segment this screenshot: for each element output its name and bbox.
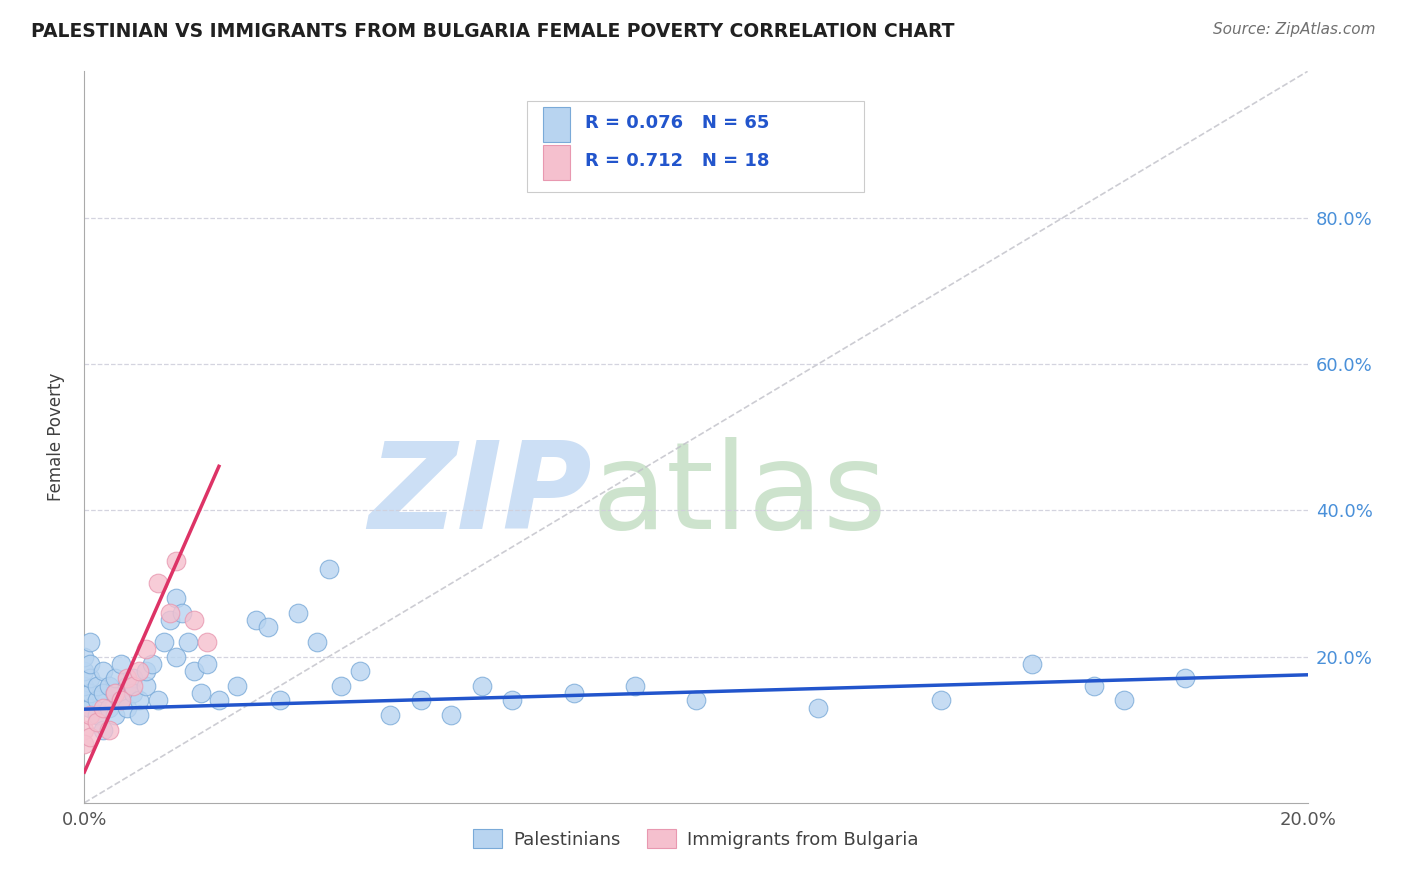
Point xyxy=(226,679,249,693)
Point xyxy=(73,693,96,707)
Point xyxy=(1174,672,1197,686)
Point xyxy=(91,664,114,678)
Point xyxy=(110,657,132,671)
Point xyxy=(349,664,371,678)
Point xyxy=(91,700,114,714)
Point xyxy=(86,679,108,693)
Point xyxy=(128,693,150,707)
Legend: Palestinians, Immigrants from Bulgaria: Palestinians, Immigrants from Bulgaria xyxy=(465,822,927,856)
Point xyxy=(79,730,101,744)
Text: atlas: atlas xyxy=(592,437,887,554)
Point xyxy=(73,679,96,693)
Point xyxy=(104,686,127,700)
Point xyxy=(97,700,120,714)
Point xyxy=(122,672,145,686)
Point xyxy=(318,562,340,576)
Text: PALESTINIAN VS IMMIGRANTS FROM BULGARIA FEMALE POVERTY CORRELATION CHART: PALESTINIAN VS IMMIGRANTS FROM BULGARIA … xyxy=(31,22,955,41)
Point xyxy=(177,635,200,649)
Point xyxy=(97,723,120,737)
Point xyxy=(624,679,647,693)
FancyBboxPatch shape xyxy=(527,101,863,192)
Point xyxy=(79,686,101,700)
Point xyxy=(195,635,218,649)
Point xyxy=(97,679,120,693)
Point xyxy=(471,679,494,693)
Point xyxy=(257,620,280,634)
Point xyxy=(380,708,402,723)
Point xyxy=(562,686,585,700)
Point xyxy=(73,737,96,751)
Point xyxy=(153,635,176,649)
Point xyxy=(165,591,187,605)
Point xyxy=(73,649,96,664)
Text: ZIP: ZIP xyxy=(368,437,592,554)
Point xyxy=(165,554,187,568)
Point xyxy=(183,664,205,678)
Point xyxy=(79,635,101,649)
Point xyxy=(269,693,291,707)
Point xyxy=(110,693,132,707)
Point xyxy=(440,708,463,723)
Point xyxy=(172,606,194,620)
Point xyxy=(807,700,830,714)
Point xyxy=(86,715,108,730)
Text: Source: ZipAtlas.com: Source: ZipAtlas.com xyxy=(1212,22,1375,37)
Point xyxy=(104,686,127,700)
Point xyxy=(502,693,524,707)
Point xyxy=(115,672,138,686)
Point xyxy=(929,693,952,707)
Point xyxy=(135,679,157,693)
Point xyxy=(122,679,145,693)
Point xyxy=(165,649,187,664)
Point xyxy=(110,693,132,707)
Point xyxy=(91,723,114,737)
FancyBboxPatch shape xyxy=(543,107,569,143)
Point xyxy=(104,672,127,686)
Point xyxy=(195,657,218,671)
Point xyxy=(86,693,108,707)
Point xyxy=(1021,657,1043,671)
Point xyxy=(1114,693,1136,707)
Point xyxy=(135,664,157,678)
Point xyxy=(141,657,163,671)
Point xyxy=(79,672,101,686)
Point xyxy=(208,693,231,707)
Point xyxy=(91,686,114,700)
Point xyxy=(305,635,328,649)
Point xyxy=(122,686,145,700)
Point xyxy=(245,613,267,627)
Point xyxy=(79,657,101,671)
Point xyxy=(73,664,96,678)
Point xyxy=(115,679,138,693)
Point xyxy=(86,708,108,723)
Point xyxy=(128,664,150,678)
Point xyxy=(146,693,169,707)
Text: R = 0.712   N = 18: R = 0.712 N = 18 xyxy=(585,153,769,170)
Point xyxy=(115,700,138,714)
Point xyxy=(135,642,157,657)
Point xyxy=(409,693,432,707)
Point xyxy=(73,723,96,737)
Point xyxy=(190,686,212,700)
Point xyxy=(1083,679,1105,693)
Point xyxy=(79,700,101,714)
Point xyxy=(79,708,101,723)
Point xyxy=(330,679,353,693)
Text: R = 0.076   N = 65: R = 0.076 N = 65 xyxy=(585,114,769,132)
Point xyxy=(159,606,181,620)
Point xyxy=(128,708,150,723)
Point xyxy=(104,708,127,723)
Point xyxy=(159,613,181,627)
Point xyxy=(183,613,205,627)
FancyBboxPatch shape xyxy=(543,145,569,180)
Point xyxy=(685,693,707,707)
Y-axis label: Female Poverty: Female Poverty xyxy=(46,373,65,501)
Point xyxy=(146,576,169,591)
Point xyxy=(287,606,309,620)
